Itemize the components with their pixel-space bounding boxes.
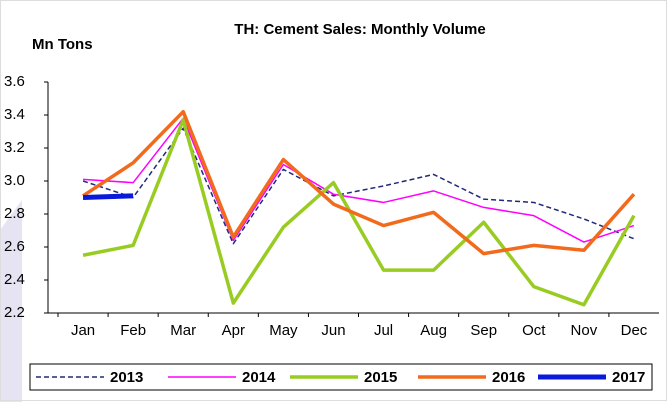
y-axis-label: Mn Tons [32,36,93,53]
x-tick-label: May [269,322,298,339]
y-tick-label: 3.0 [4,172,25,189]
y-tick-label: 3.2 [4,139,25,156]
legend-label: 2014 [242,369,276,386]
x-tick-label: Jan [71,322,95,339]
legend-label: 2013 [110,369,143,386]
legend-label: 2017 [612,369,645,386]
legend-label: 2016 [492,369,525,386]
y-tick-label: 3.6 [4,73,25,90]
y-tick-label: 2.8 [4,205,25,222]
x-tick-label: Dec [621,322,648,339]
x-tick-label: Mar [170,322,196,339]
series-line [82,109,636,256]
x-tick-label: Oct [522,322,546,339]
x-tick-label: Nov [571,322,598,339]
series-line [82,118,636,307]
x-tick-label: Apr [222,322,245,339]
decoration [0,200,22,402]
legend-label: 2015 [364,369,397,386]
y-tick-label: 2.6 [4,238,25,255]
x-tick-label: Aug [420,322,447,339]
x-tick-label: Jul [374,322,393,339]
y-tick-label: 2.4 [4,271,25,288]
x-tick-label: Sep [470,322,497,339]
series-line [82,193,134,200]
x-tick-label: Feb [120,322,146,339]
y-tick-label: 3.4 [4,106,25,123]
chart-title: TH: Cement Sales: Monthly Volume [234,21,485,38]
y-tick-label: 2.2 [4,304,25,321]
x-tick-label: Jun [321,322,345,339]
series-line [82,117,635,243]
